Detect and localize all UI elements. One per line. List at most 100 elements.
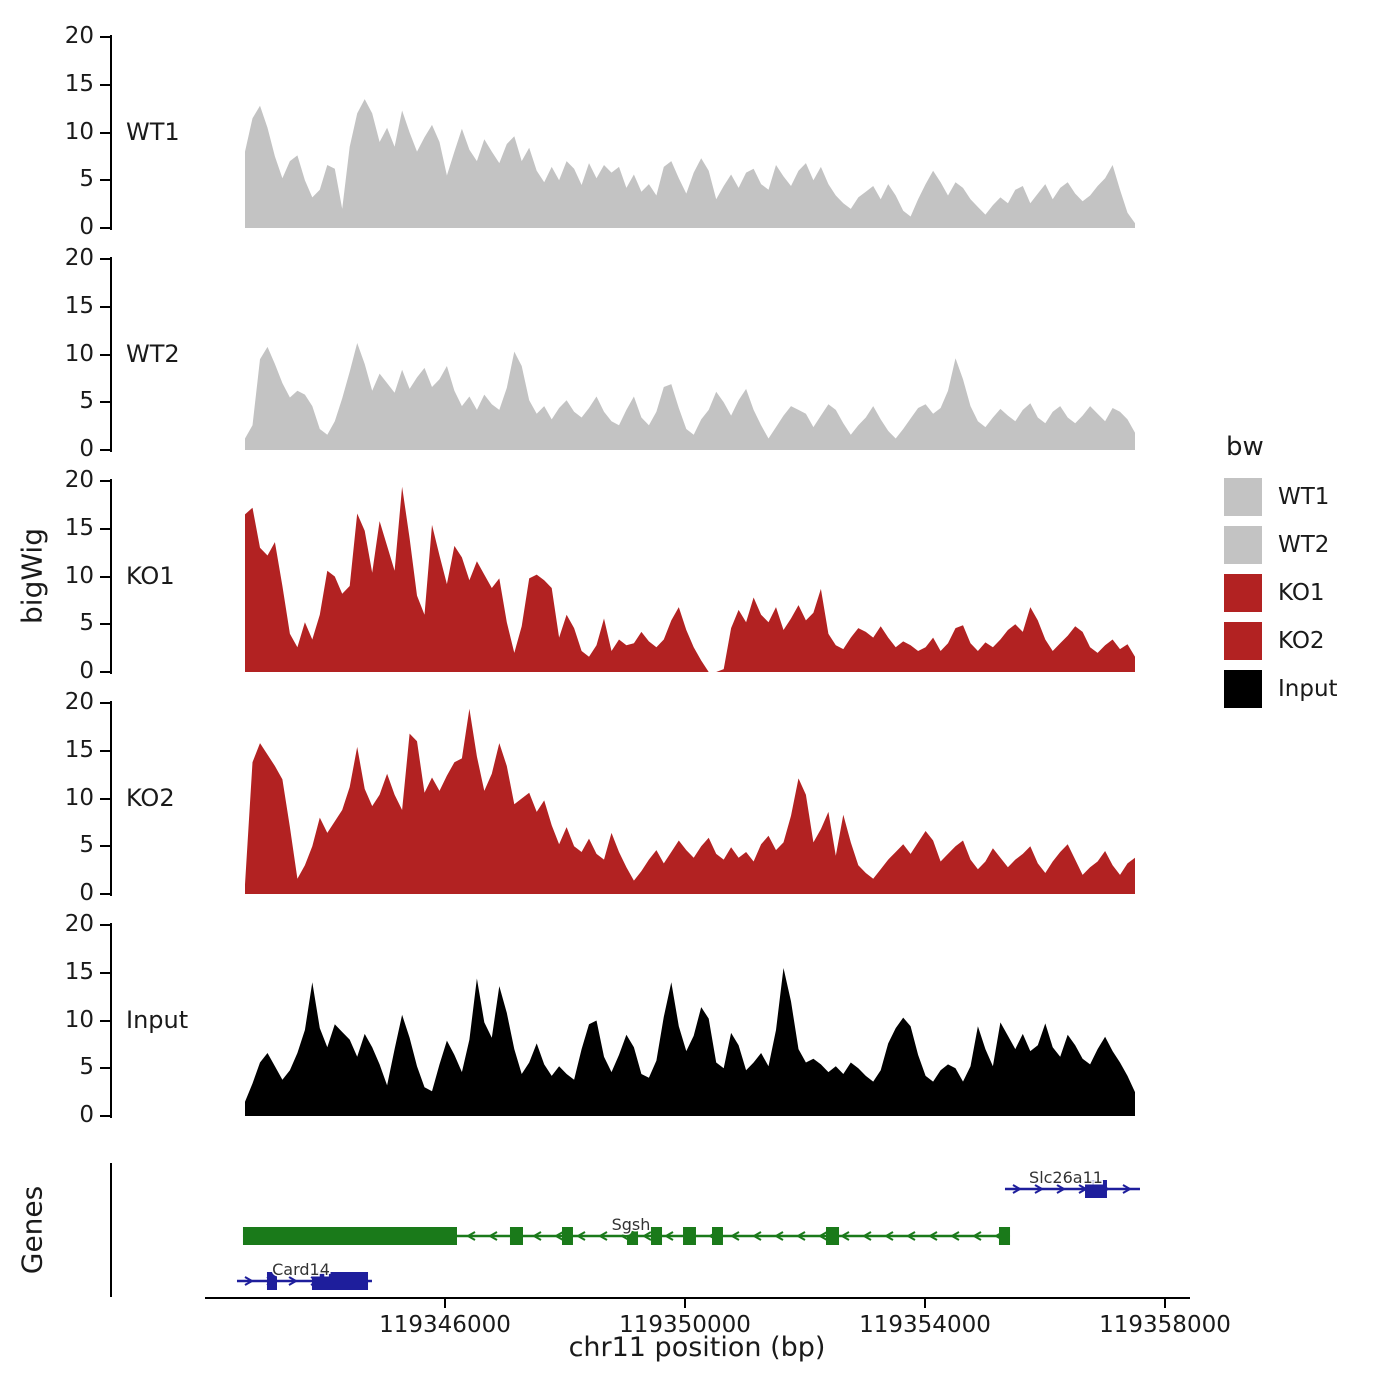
strand-arrow-icon (795, 1231, 806, 1241)
gene-label-Card14: Card14 (272, 1260, 330, 1279)
strand-arrow-icon (465, 1231, 476, 1241)
strand-arrow-icon (905, 1231, 916, 1241)
gene-exon-Sgsh (509, 1227, 523, 1245)
x-axis-line (205, 1297, 1190, 1299)
strand-arrow-icon (1012, 1184, 1022, 1194)
y-axis-line (110, 257, 112, 452)
y-tick-mark (100, 179, 110, 182)
gene-exon-Card14 (311, 1272, 369, 1290)
strand-arrow-icon (773, 1231, 784, 1241)
strand-arrow-icon (883, 1231, 894, 1241)
y-tick-mark (100, 671, 110, 673)
y-tick-mark (100, 924, 110, 926)
y-tick-mark (100, 1067, 110, 1070)
x-tick-mark (1164, 1299, 1166, 1308)
y-tick-label: 10 (64, 562, 94, 589)
strand-arrow-icon (1056, 1184, 1066, 1194)
y-tick-mark (100, 401, 110, 404)
y-tick-mark (100, 1019, 110, 1022)
y-tick-label: 0 (79, 880, 94, 906)
y-tick-mark (100, 480, 110, 482)
y-tick-label: 5 (79, 610, 94, 637)
y-axis-line (110, 35, 112, 230)
y-tick-label: 10 (64, 1006, 94, 1033)
gene-label-Sgsh: Sgsh (612, 1215, 651, 1234)
genes-axis-line (110, 1163, 112, 1297)
x-tick-mark (444, 1299, 446, 1308)
legend-swatch-WT1 (1224, 478, 1262, 516)
y-tick-mark (100, 36, 110, 38)
y-tick-label: 15 (64, 70, 94, 97)
legend-swatch-WT2 (1224, 526, 1262, 564)
y-tick-label: 0 (79, 214, 94, 240)
y-tick-mark (100, 227, 110, 229)
strand-arrow-icon (751, 1231, 762, 1241)
y-tick-mark (100, 258, 110, 260)
y-tick-mark (100, 449, 110, 451)
strand-arrow-icon (619, 1231, 630, 1241)
area-WT2 (245, 343, 1135, 450)
gene-exon-Sgsh (998, 1227, 1011, 1245)
strand-arrow-icon (553, 1231, 564, 1241)
y-tick-mark (100, 1115, 110, 1117)
y-tick-label: 15 (64, 958, 94, 985)
gene-exon-Sgsh (712, 1227, 723, 1245)
x-tick-label: 119358000 (1099, 1312, 1231, 1338)
y-tick-label: 0 (79, 436, 94, 462)
y-tick-label: 20 (64, 23, 94, 49)
strand-arrow-icon (597, 1231, 608, 1241)
y-tick-mark (100, 575, 110, 578)
y-tick-label: 15 (64, 292, 94, 319)
y-tick-label: 0 (79, 1102, 94, 1128)
strand-arrow-icon (839, 1231, 850, 1241)
legend-label-Input: Input (1278, 676, 1338, 702)
track-label-KO1: KO1 (126, 561, 175, 590)
y-tick-label: 10 (64, 784, 94, 811)
strand-arrow-icon (971, 1231, 982, 1241)
x-tick-mark (924, 1299, 926, 1308)
y-tick-label: 10 (64, 118, 94, 145)
y-tick-label: 10 (64, 340, 94, 367)
strand-arrow-icon (487, 1231, 498, 1241)
y-tick-mark (100, 845, 110, 848)
y-tick-mark (100, 527, 110, 530)
area-KO1 (245, 486, 1135, 672)
strand-arrow-icon (861, 1231, 872, 1241)
y-tick-label: 15 (64, 514, 94, 541)
track-label-Input: Input (126, 1005, 189, 1034)
gene-exon-Sgsh (826, 1227, 840, 1245)
gene-exon-Sgsh (683, 1227, 696, 1245)
area-Input (245, 968, 1135, 1116)
track-label-KO2: KO2 (126, 783, 175, 812)
strand-arrow-icon (663, 1231, 674, 1241)
gene-exon-Slc26a11 (1085, 1180, 1107, 1198)
genes-axis-title: Genes (15, 1185, 49, 1275)
y-axis-line (110, 479, 112, 674)
x-tick-mark (684, 1299, 686, 1308)
y-tick-label: 20 (64, 245, 94, 271)
gene-exon-Sgsh (626, 1227, 639, 1245)
legend-label-KO2: KO2 (1278, 628, 1325, 654)
strand-arrow-icon (288, 1276, 298, 1286)
strand-arrow-icon (575, 1231, 586, 1241)
legend-title: bw (1226, 432, 1264, 462)
track-label-WT2: WT2 (126, 339, 180, 368)
y-tick-mark (100, 83, 110, 86)
legend-label-WT2: WT2 (1278, 532, 1330, 558)
strand-arrow-icon (1034, 1184, 1044, 1194)
x-tick-label: 119354000 (859, 1312, 991, 1338)
strand-arrow-icon (949, 1231, 960, 1241)
legend-swatch-KO2 (1224, 622, 1262, 660)
strand-arrow-icon (531, 1231, 542, 1241)
track-label-WT1: WT1 (126, 117, 180, 146)
x-tick-label: 119346000 (379, 1312, 511, 1338)
y-tick-label: 5 (79, 1054, 94, 1081)
strand-arrow-icon (817, 1231, 828, 1241)
y-axis-line (110, 923, 112, 1118)
y-tick-mark (100, 353, 110, 356)
strand-arrow-icon (244, 1276, 254, 1286)
y-tick-mark (100, 893, 110, 895)
gene-thick-exon-Sgsh (242, 1227, 457, 1245)
y-tick-mark (100, 797, 110, 800)
